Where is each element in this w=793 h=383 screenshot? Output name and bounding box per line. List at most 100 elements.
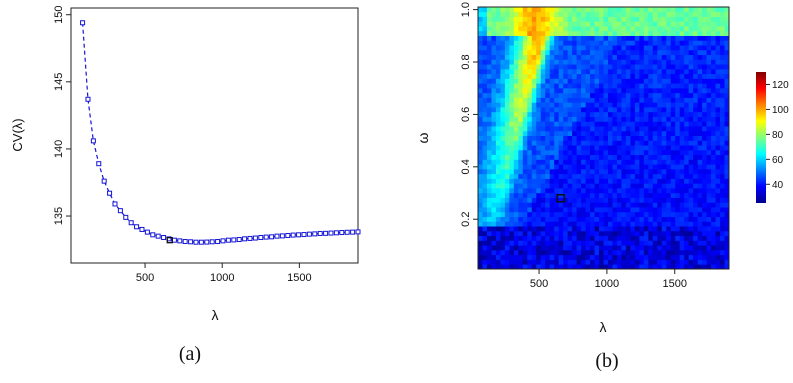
heatmap-cell — [581, 92, 586, 98]
heatmap-cell — [706, 78, 712, 84]
heatmap-cell — [684, 78, 690, 84]
heatmap-cell — [590, 173, 595, 179]
heatmap-cell — [711, 7, 716, 13]
heatmap-cell — [567, 73, 573, 79]
heatmap-cell — [711, 49, 716, 56]
heatmap-cell — [702, 116, 707, 122]
heatmap-cell — [670, 254, 676, 260]
heatmap-cell — [522, 49, 528, 56]
heatmap-cell — [572, 21, 578, 27]
heatmap-cell — [549, 16, 555, 22]
heatmap-cell — [527, 245, 533, 251]
heatmap-cell — [688, 145, 694, 151]
heatmap-cell — [513, 59, 519, 65]
heatmap-cell — [724, 130, 730, 137]
heatmap-cell — [670, 116, 676, 122]
heatmap-cell — [576, 249, 582, 256]
heatmap-cell — [536, 149, 542, 156]
heatmap-cell — [590, 216, 595, 222]
heatmap-cell — [643, 40, 649, 46]
y-tick-label: 0.6 — [460, 107, 472, 122]
heatmap-cell — [657, 149, 663, 156]
heatmap-cell — [540, 188, 546, 194]
heatmap-cell — [697, 83, 703, 89]
heatmap-cell — [607, 149, 613, 156]
heatmap-cell — [711, 154, 716, 160]
heatmap-cell — [576, 207, 582, 213]
heatmap-cell — [558, 235, 564, 241]
heatmap-cell — [558, 92, 564, 98]
heatmap-cell — [648, 202, 654, 208]
heatmap-cell — [527, 7, 533, 13]
heatmap-cell — [522, 116, 528, 122]
heatmap-cell — [702, 59, 707, 65]
heatmap-cell — [661, 211, 667, 217]
heatmap-cell — [599, 121, 604, 127]
heatmap-cell — [581, 197, 586, 203]
heatmap-cell — [518, 221, 524, 227]
heatmap-cell — [657, 130, 663, 137]
heatmap-cell — [482, 216, 488, 222]
heatmap-cell — [491, 78, 497, 84]
heatmap-cell — [558, 145, 564, 151]
cv-point — [209, 239, 215, 245]
heatmap-cell — [581, 140, 586, 146]
heatmap-cell — [563, 259, 569, 265]
heatmap-cell — [500, 254, 506, 260]
heatmap-cell — [527, 45, 533, 51]
heatmap-cell — [482, 249, 488, 256]
heatmap-cell — [554, 211, 560, 217]
heatmap-cell — [607, 259, 613, 265]
heatmap-cell — [706, 149, 712, 156]
heatmap-cell — [594, 207, 600, 213]
heatmap-cell — [549, 188, 555, 194]
heatmap-cell — [634, 102, 640, 108]
heatmap-cell — [612, 49, 618, 56]
heatmap-cell — [563, 21, 569, 27]
heatmap-cell — [599, 149, 604, 156]
heatmap-cell — [513, 240, 519, 246]
heatmap-cell — [634, 21, 640, 27]
heatmap-cell — [554, 245, 560, 251]
heatmap-cell — [724, 254, 730, 260]
heatmap-cell — [720, 97, 725, 103]
heatmap-cell — [661, 178, 667, 184]
heatmap-cell — [684, 97, 690, 103]
heatmap-cell — [643, 121, 649, 127]
heatmap-cell — [711, 21, 716, 27]
heatmap-cell — [527, 87, 533, 94]
heatmap-cell — [558, 188, 564, 194]
heatmap-cell — [639, 49, 645, 56]
heatmap-cell — [581, 73, 586, 79]
heatmap-cell — [567, 40, 573, 46]
heatmap-cell — [549, 249, 555, 256]
heatmap-cell — [711, 145, 716, 151]
heatmap-cell — [478, 40, 483, 46]
heatmap-cell — [607, 54, 613, 60]
heatmap-cell — [675, 207, 681, 213]
heatmap-cell — [509, 64, 515, 70]
heatmap-cell — [720, 16, 725, 22]
heatmap-cell — [648, 207, 654, 213]
heatmap-cell — [702, 154, 707, 160]
heatmap-cell — [652, 73, 658, 79]
heatmap-cell — [491, 145, 497, 151]
heatmap-cell — [599, 21, 604, 27]
heatmap-cell — [500, 59, 506, 65]
heatmap-cell — [634, 92, 640, 98]
heatmap-cell — [567, 107, 573, 113]
heatmap-cell — [549, 235, 555, 241]
heatmap-cell — [486, 83, 492, 89]
heatmap-cell — [603, 11, 609, 17]
heatmap-cell — [715, 7, 721, 13]
heatmap-cell — [545, 216, 551, 222]
cv-point — [204, 239, 210, 245]
heatmap-cell — [527, 111, 533, 117]
heatmap-cell — [657, 73, 663, 79]
heatmap-cell — [500, 216, 506, 222]
heatmap-cell — [585, 49, 591, 56]
cv-point — [90, 138, 96, 144]
heatmap-cell — [567, 54, 573, 60]
heatmap-cell — [540, 211, 546, 217]
heatmap-cell — [572, 111, 578, 117]
